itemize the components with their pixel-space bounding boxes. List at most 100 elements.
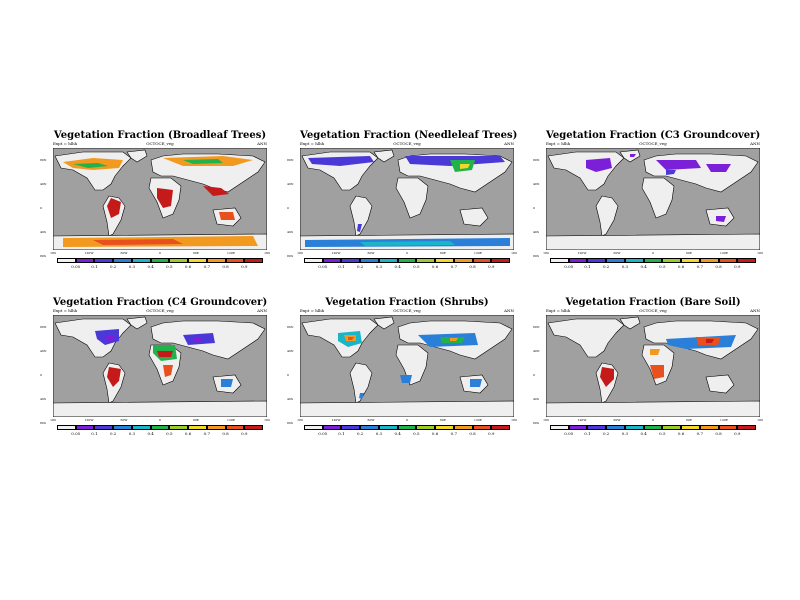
world-map (546, 148, 760, 250)
colorbar-swatch (550, 425, 569, 430)
dataset-label: OCTOCE_veg (639, 141, 667, 146)
lon-label: 60W (120, 418, 128, 422)
colorbar-label: 0.2 (602, 264, 610, 269)
lat-label: 40N (287, 182, 294, 186)
colorbar-swatch (435, 425, 454, 430)
colorbar: 0.05 0.1 0.2 0.3 0.4 0.5 0.6 0.7 0.8 0.9 (57, 258, 263, 270)
lat-label: 0 (533, 206, 535, 210)
colorbar-swatch (75, 425, 95, 430)
colorbar-label: 0.2 (109, 264, 117, 269)
colorbar-label: 0.6 (677, 431, 685, 436)
lat-label: 80N (40, 325, 47, 329)
lon-label: 60W (613, 418, 621, 422)
colorbar-swatch (131, 258, 151, 263)
colorbar-label: 0.4 (640, 431, 647, 436)
lon-label: 120E (474, 251, 482, 255)
colorbar-swatch (225, 425, 245, 430)
panel-title: Vegetation Fraction (C3 Groundcover) (546, 130, 761, 141)
colorbar-swatch (225, 258, 245, 263)
colorbar-swatch (643, 425, 663, 430)
colorbar-label: 0.9 (734, 431, 741, 436)
dataset-label: OCTOCE_veg (393, 308, 421, 313)
colorbar-swatch (737, 258, 756, 263)
period-label: ANN (750, 308, 760, 313)
lon-label: 60W (120, 251, 128, 255)
colorbar-label: 0.7 (696, 264, 703, 269)
colorbar-swatch (244, 425, 263, 430)
lon-label: 120W (577, 418, 587, 422)
colorbar-label: 0.3 (375, 264, 383, 269)
colorbar-label: 0.7 (450, 264, 457, 269)
lat-label: 80N (287, 325, 294, 329)
colorbar-swatch (718, 258, 738, 263)
lon-label: 120W (577, 251, 587, 255)
panel-title: Vegetation Fraction (C4 Groundcover) (53, 297, 268, 308)
colorbar-label: 0.4 (147, 264, 154, 269)
colorbar-swatch (472, 425, 492, 430)
lon-label: 60W (367, 418, 375, 422)
period-label: ANN (750, 141, 760, 146)
lat-label: 80S (287, 254, 293, 258)
colorbar-label: 0.9 (734, 264, 741, 269)
colorbar-swatch (699, 258, 719, 263)
experiment-label: Expt = hlhh (53, 141, 78, 146)
lon-label: 0 (159, 251, 161, 255)
colorbar-swatch (550, 258, 569, 263)
lat-label: 40N (533, 349, 540, 353)
lon-label: 180 (264, 251, 270, 255)
colorbar-label: 0.1 (338, 431, 345, 436)
colorbar-swatch (378, 425, 398, 430)
experiment-label: Expt = hlhh (53, 308, 78, 313)
colorbar-swatch (113, 258, 132, 263)
lat-label: 80N (40, 158, 47, 162)
lon-label: 120E (720, 418, 728, 422)
colorbar-label: 0.4 (640, 264, 647, 269)
lat-label: 40N (40, 182, 47, 186)
colorbar-swatch (568, 425, 588, 430)
colorbar-label: 0.1 (91, 264, 98, 269)
colorbar-swatch (378, 258, 398, 263)
colorbar-swatch (472, 258, 492, 263)
colorbar-swatch (150, 425, 170, 430)
colorbar-label: 0.05 (71, 264, 81, 269)
colorbar-swatch (587, 258, 607, 263)
panel-broadleaf-trees: Vegetation Fraction (Broadleaf Trees) Ex… (40, 130, 270, 270)
colorbar-swatch (491, 425, 510, 430)
lon-label: 0 (159, 418, 161, 422)
colorbar-swatch (169, 258, 189, 263)
world-map (546, 315, 760, 417)
colorbar-swatch (57, 258, 76, 263)
colorbar-label: 0.8 (222, 264, 229, 269)
colorbar-swatch (397, 258, 417, 263)
colorbar-swatch (360, 425, 379, 430)
colorbar-label: 0.4 (394, 264, 401, 269)
colorbar-label: 0.4 (147, 431, 154, 436)
lon-label: 180 (511, 251, 517, 255)
lat-label: 80N (533, 325, 540, 329)
dataset-label: OCTOCE_veg (146, 141, 174, 146)
panel-title: Vegetation Fraction (Bare Soil) (565, 297, 741, 308)
lon-label: 180 (297, 251, 303, 255)
lat-label: 0 (533, 373, 535, 377)
lon-label: 120W (331, 251, 341, 255)
colorbar-label: 0.4 (394, 431, 401, 436)
lon-label: 180 (50, 418, 56, 422)
colorbar-label: 0.6 (431, 264, 439, 269)
lat-label: 40S (40, 397, 46, 401)
lon-label: 60W (613, 251, 621, 255)
colorbar-swatch (699, 425, 719, 430)
lon-label: 0 (652, 251, 654, 255)
lat-label: 0 (40, 206, 42, 210)
colorbar-label: 0.6 (431, 431, 439, 436)
world-map (300, 148, 514, 250)
lon-label: 120W (84, 418, 94, 422)
lon-label: 180 (264, 418, 270, 422)
lon-label: 120E (227, 251, 235, 255)
lat-label: 40N (533, 182, 540, 186)
period-label: ANN (257, 141, 267, 146)
colorbar-label: 0.2 (356, 264, 364, 269)
lat-label: 80S (40, 254, 46, 258)
lon-label: 180 (297, 418, 303, 422)
panel-title: Vegetation Fraction (Needleleaf Trees) (300, 130, 518, 141)
period-label: ANN (504, 308, 514, 313)
